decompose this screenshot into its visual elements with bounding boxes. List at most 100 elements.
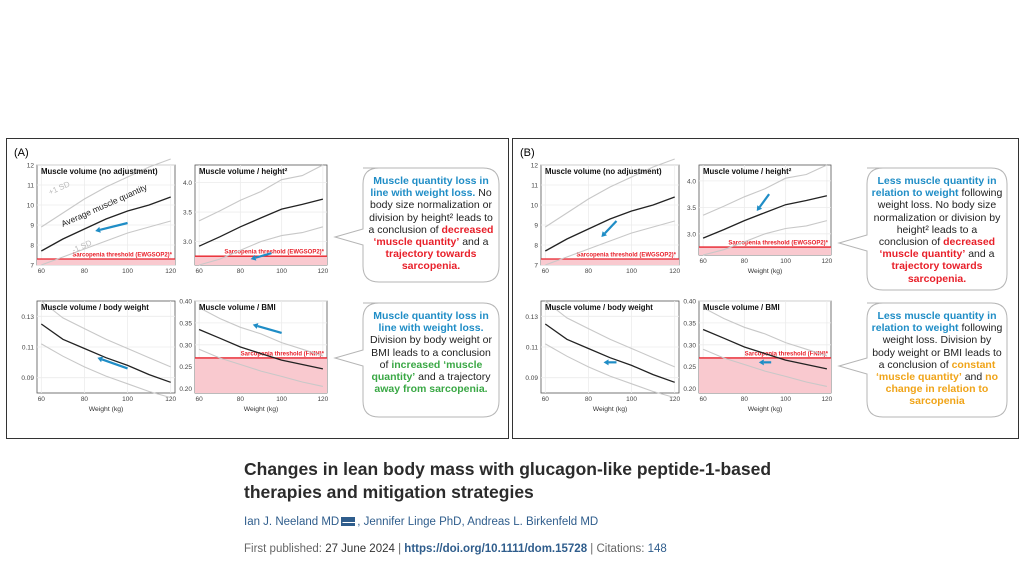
x-tick-label: 80	[237, 396, 245, 403]
series-mean-line	[198, 198, 324, 247]
y-tick-label: 8	[534, 243, 538, 250]
series-mean-line	[544, 196, 675, 252]
callout-segment: decreased ‘muscle quantity’	[879, 236, 996, 261]
threshold-label: Sarcopenia threshold (FNIH)*	[241, 351, 325, 357]
x-tick-label: 120	[821, 258, 832, 265]
callout-segment: following weight loss. Division by body …	[872, 322, 1003, 371]
callout-segment: Less muscle quantity in relation to weig…	[871, 310, 997, 335]
series-sd-line	[545, 343, 675, 399]
x-tick-label: 60	[38, 396, 46, 403]
author-list: Ian J. Neeland MD , Jennifer Linge PhD, A…	[244, 516, 598, 528]
y-tick-label: 0.20	[179, 386, 192, 393]
series-sd-line	[41, 158, 171, 228]
separator: |	[590, 543, 594, 555]
x-tick-label: 100	[122, 396, 133, 403]
chart-title: Muscle volume / body weight	[545, 303, 653, 312]
x-tick-label: 100	[780, 258, 791, 265]
callout-segment: No body size normalization or division b…	[368, 187, 493, 236]
plot-area	[194, 164, 328, 266]
trend-arrow	[99, 221, 128, 231]
trend-arrow	[758, 193, 771, 208]
x-tick-label: 60	[38, 268, 46, 275]
y-tick-label: 7	[534, 263, 538, 270]
trend-arrow-head	[97, 356, 104, 363]
chart-title: Muscle volume / height²	[199, 167, 288, 176]
series-sd-line	[198, 164, 324, 222]
article-title[interactable]: Changes in lean body mass with glucagon-…	[244, 459, 772, 502]
doi-link[interactable]: https://doi.org/10.1111/dom.15728	[404, 543, 588, 555]
separator: |	[398, 543, 402, 555]
series-sd-line	[41, 343, 171, 399]
trend-arrow-head	[603, 359, 609, 366]
x-tick-label: 80	[741, 396, 749, 403]
callout-segment: constant ‘muscle quantity’	[876, 358, 996, 384]
x-tick-label: 100	[626, 268, 637, 275]
x-tick-label: 60	[700, 258, 708, 265]
x-tick-label: 80	[81, 396, 89, 403]
series-mean-line	[40, 323, 171, 383]
mail-icon[interactable]	[341, 517, 356, 526]
callout-segment: away from sarcopenia.	[374, 383, 488, 396]
x-tick-label: 120	[317, 268, 328, 275]
series-mean-line	[544, 323, 675, 383]
x-tick-label: 120	[669, 396, 680, 403]
trend-arrow-head	[601, 231, 607, 237]
figure-a-label: (A)	[14, 147, 29, 159]
series-mean-line	[198, 328, 324, 370]
trend-arrow	[255, 252, 272, 259]
threshold-area	[541, 259, 679, 265]
threshold-area	[195, 357, 327, 393]
chart-title: Muscle volume / BMI	[703, 303, 780, 312]
callout-segment: and a trajectory	[415, 371, 491, 384]
y-tick-label: 12	[531, 163, 539, 170]
trend-arrow-head	[758, 359, 764, 366]
y-tick-label: 0.20	[683, 386, 696, 393]
series-sd-line	[702, 164, 828, 216]
callout-segment: Division by body weight or BMI leads to …	[370, 334, 492, 371]
chart-b-body-weight: 0.09 0.11 0.13 60 80 100 120 Muscle volume / bo…	[525, 300, 680, 413]
series-sd-line	[545, 158, 675, 228]
x-tick-label: 100	[276, 396, 287, 403]
author-link[interactable]: Ian J. Neeland MD	[244, 516, 340, 528]
x-tick-label: 120	[165, 396, 176, 403]
series-sd-line	[545, 220, 675, 266]
chart-title: Muscle volume / body weight	[41, 303, 149, 312]
callout-segment: trajectory towards sarcopenia.	[385, 248, 477, 273]
trend-arrow-head	[756, 205, 763, 212]
y-tick-label: 3.0	[687, 231, 696, 238]
y-tick-label: 0.11	[526, 345, 539, 352]
trend-arrow	[101, 358, 128, 370]
author-links-rest[interactable]: , Jennifer Linge PhD, Andreas L. Birkenf…	[357, 516, 599, 528]
y-tick-label: 0.35	[683, 320, 696, 327]
x-tick-label: 80	[81, 268, 89, 275]
callout-segment: Muscle quantity loss in line with weight…	[373, 310, 489, 335]
x-tick-label: 120	[669, 268, 680, 275]
plot-area	[698, 164, 832, 256]
callout-a-2: Muscle quantity loss in line with weight…	[333, 302, 501, 418]
y-tick-label: 0.35	[179, 320, 192, 327]
series-sd-line	[702, 220, 828, 256]
figure-b: (B) 7 8 9 10 11 12 60 80 100 120 Sarcopenia thresh…	[512, 138, 1019, 439]
trend-arrow	[604, 220, 618, 235]
callout-b-2-text: Less muscle quantity in relation to weig…	[871, 310, 1003, 408]
trend-arrow	[257, 324, 282, 335]
chart-a-no-adjustment: 7 8 9 10 11 12 60 80 100 120 Sarcopenia threshold …	[27, 158, 176, 275]
threshold-label: Sarcopenia threshold (FNIH)*	[745, 351, 829, 357]
callout-segment: Muscle quantity loss in line with weight…	[370, 175, 489, 200]
x-tick-label: 100	[626, 396, 637, 403]
y-tick-label: 0.13	[525, 314, 538, 321]
series-sd-line	[198, 307, 324, 357]
x-tick-label: 100	[780, 396, 791, 403]
callout-a-1: Muscle quantity loss in line with weight…	[333, 167, 501, 283]
threshold-label: Sarcopenia threshold (EWGSOP2)*	[72, 253, 172, 259]
citations-count[interactable]: 148	[647, 543, 667, 555]
series-sd-line	[198, 226, 324, 266]
callout-segment: increased ‘muscle quantity’	[371, 358, 483, 384]
callout-a-2-text: Muscle quantity loss in line with weight…	[367, 310, 495, 395]
series-sd-line	[40, 300, 171, 368]
citations-label: Citations:	[596, 543, 645, 555]
y-tick-label: 0.11	[22, 345, 35, 352]
y-tick-label: 0.25	[683, 364, 696, 371]
threshold-area	[699, 247, 831, 255]
series-sd-line	[41, 220, 171, 266]
